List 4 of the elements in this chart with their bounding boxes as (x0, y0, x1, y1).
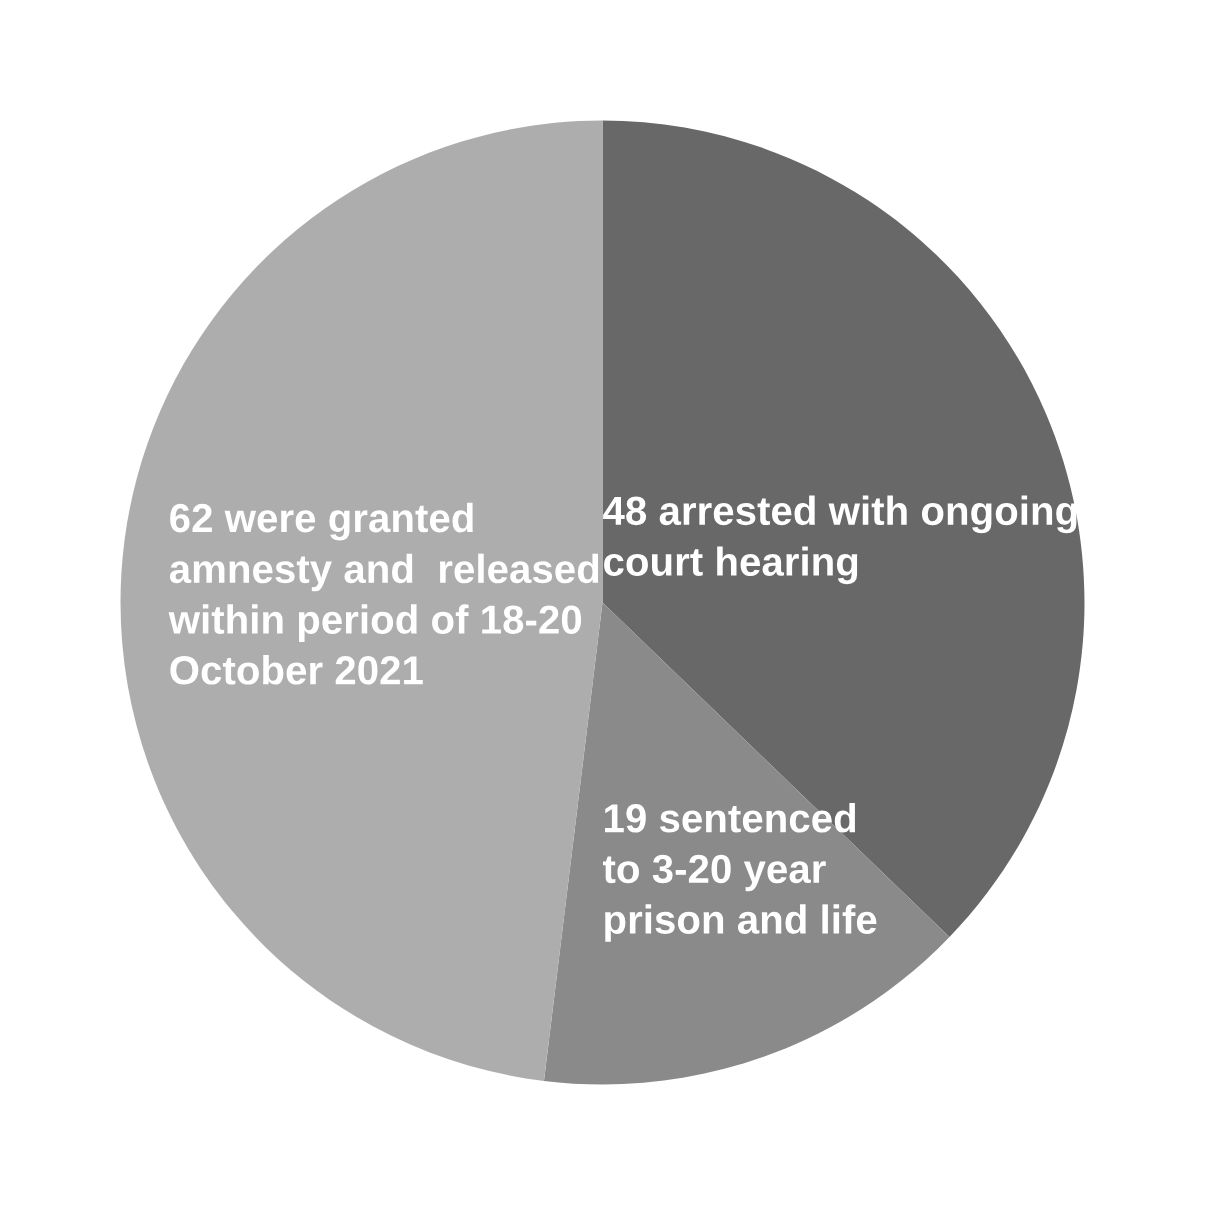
slice-label: 62 were granted amnesty and released within period of 18-20 October 2021 (168, 502, 599, 685)
pie-slice (120, 120, 603, 1081)
slice-label: 19 sentenced to 3-20 year prison and life (602, 802, 877, 942)
slice-label: 48 arrested with ongoing court hearing (603, 495, 1077, 585)
